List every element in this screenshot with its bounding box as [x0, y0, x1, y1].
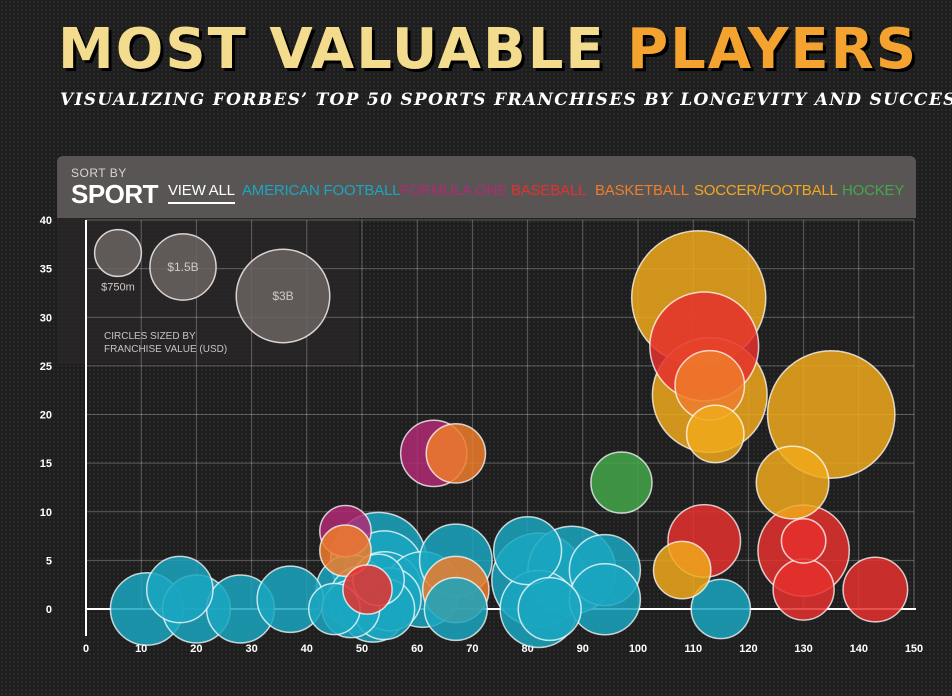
- bubble-soccer: [755, 445, 830, 520]
- x-tick-label: 70: [466, 643, 478, 655]
- bubble-american-football: [517, 576, 582, 642]
- y-tick-label: 40: [40, 215, 52, 227]
- x-tick-label: 110: [684, 643, 702, 655]
- bubble-american-football: [145, 555, 214, 624]
- bubble-baseball: [772, 558, 835, 621]
- legend-note: FRANCHISE VALUE (USD): [104, 344, 227, 355]
- filter-hockey[interactable]: HOCKEY: [842, 182, 905, 199]
- x-tick-label: 50: [356, 643, 368, 655]
- bubble-soccer: [685, 404, 745, 464]
- y-tick-label: 30: [40, 312, 52, 324]
- x-tick-label: 120: [739, 643, 757, 655]
- bubble-basketball: [425, 423, 487, 484]
- sort-by-label: SORT BY: [71, 166, 127, 180]
- bubble-hockey: [590, 451, 653, 514]
- y-tick-label: 5: [46, 555, 52, 567]
- y-tick-label: 25: [40, 361, 52, 373]
- filter-formula-one[interactable]: FORMULA ONE: [400, 182, 507, 199]
- x-tick-label: 20: [190, 643, 202, 655]
- x-tick-label: 140: [850, 643, 868, 655]
- legend-size-label: $3B: [272, 289, 293, 303]
- x-tick-label: 150: [905, 643, 923, 655]
- bubbles: [109, 229, 909, 649]
- y-tick-label: 20: [40, 410, 52, 422]
- bubble-basketball: [319, 524, 372, 578]
- y-tick-label: 10: [40, 507, 52, 519]
- bubble-american-football: [423, 576, 489, 642]
- filter-view-all[interactable]: VIEW ALL: [168, 182, 235, 204]
- x-tick-label: 40: [301, 643, 313, 655]
- x-tick-label: 0: [83, 643, 89, 655]
- legend-size-label: $750m: [101, 281, 135, 293]
- filter-american-football[interactable]: AMERICAN FOOTBALL: [242, 182, 401, 199]
- filter-soccer-football[interactable]: SOCCER/FOOTBALL: [694, 182, 838, 199]
- legend-size-circle: [149, 233, 217, 301]
- title-part-2: PLAYERS: [627, 17, 919, 82]
- page-subtitle: VISUALIZING FORBES’ TOP 50 SPORTS FRANCH…: [60, 90, 952, 110]
- size-legend: CIRCLES SIZED BY FRANCHISE VALUE (USD) $…: [93, 228, 331, 355]
- legend-size-circle: [235, 248, 331, 344]
- x-tick-label: 10: [135, 643, 147, 655]
- sort-bar: SORT BY SPORT VIEW ALL AMERICAN FOOTBALL…: [57, 156, 916, 218]
- legend-note: CIRCLES SIZED BY: [104, 331, 196, 342]
- bubble-american-football: [492, 515, 563, 586]
- y-tick-label: 0: [46, 604, 52, 616]
- bubble-soccer: [652, 540, 712, 600]
- bubble-american-football: [690, 578, 752, 640]
- x-tick-label: 90: [577, 643, 589, 655]
- filter-baseball[interactable]: BASEBALL: [511, 182, 587, 199]
- y-tick-label: 15: [40, 458, 52, 470]
- filter-basketball[interactable]: BASKETBALL: [595, 182, 689, 199]
- x-tick-label: 130: [794, 643, 812, 655]
- legend-size-label: $1.5B: [167, 260, 198, 274]
- legend-size-circle: [93, 228, 143, 278]
- y-tick-label: 35: [40, 264, 52, 276]
- title-part-1: MOST VALUABLE: [58, 17, 606, 82]
- x-tick-label: 30: [245, 643, 257, 655]
- bubble-baseball: [342, 564, 393, 615]
- x-tick-label: 60: [411, 643, 423, 655]
- bubble-baseball: [842, 556, 909, 623]
- x-tick-label: 100: [629, 643, 647, 655]
- page-title: MOST VALUABLE PLAYERS: [58, 18, 938, 82]
- sort-by-dropdown[interactable]: SPORT: [71, 179, 159, 209]
- bubble-baseball: [780, 517, 827, 564]
